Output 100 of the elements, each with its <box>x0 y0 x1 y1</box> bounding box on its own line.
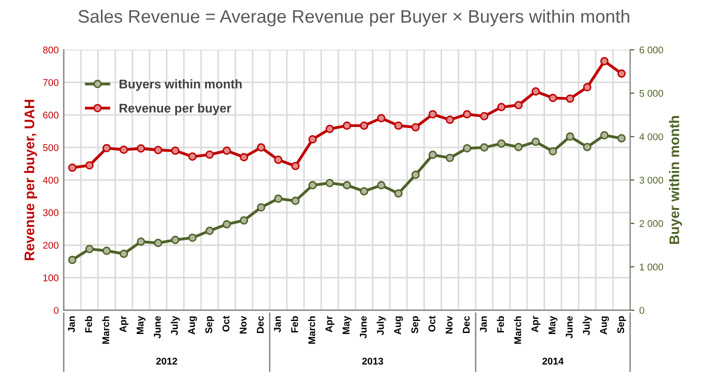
point <box>240 153 248 162</box>
point <box>256 143 266 152</box>
x-tick-label: Apr <box>326 316 334 332</box>
point <box>377 114 386 122</box>
text: 2013 <box>362 358 384 365</box>
point <box>102 246 111 255</box>
point <box>205 226 214 235</box>
point <box>120 146 128 154</box>
x-tick-label: Feb <box>496 316 504 332</box>
point <box>291 162 300 170</box>
x-tick-label: Nov <box>240 316 247 334</box>
point <box>617 134 626 143</box>
y2-tick-label: 1 000 <box>640 264 664 270</box>
text: 2012 <box>156 358 178 365</box>
point <box>154 146 162 154</box>
x-tick-label: Apr <box>532 316 540 332</box>
point <box>428 110 437 118</box>
x-tick-label: Sep <box>411 316 420 334</box>
point <box>617 69 626 78</box>
point <box>222 220 231 228</box>
point <box>188 152 197 161</box>
x-tick-label: Aug <box>188 316 197 334</box>
x-tick-label: July <box>170 316 180 336</box>
point <box>85 161 94 170</box>
point <box>68 163 76 172</box>
point <box>222 146 231 155</box>
x-tick-label: Aug <box>394 316 403 334</box>
point <box>326 178 334 188</box>
point <box>360 121 368 130</box>
point <box>583 142 592 152</box>
x-tick-label: Aug <box>600 316 609 334</box>
point <box>497 102 506 112</box>
point <box>462 110 472 118</box>
point <box>326 124 334 134</box>
x-tick-label: Sep <box>617 316 626 334</box>
y2-tick-label: 2 000 <box>640 220 664 228</box>
point <box>205 150 214 159</box>
y2-tick-label: 4 000 <box>639 133 664 140</box>
x-tick-label: Jan <box>274 316 281 332</box>
point <box>566 132 574 141</box>
y-tick-label: 0 <box>54 306 58 314</box>
x-tick-label: Dec <box>462 316 470 333</box>
point <box>600 57 609 66</box>
point <box>548 147 558 156</box>
y-tick-label: 200 <box>43 242 58 249</box>
y2-tick-label: 5 000 <box>640 90 664 97</box>
point <box>532 87 540 96</box>
x-tick-label: March <box>514 316 522 344</box>
point <box>514 142 523 152</box>
point <box>480 143 488 152</box>
point <box>342 121 352 130</box>
point <box>583 83 592 92</box>
y2-tick-label: 3 000 <box>640 176 664 184</box>
point <box>274 156 282 164</box>
x-tick-label: March <box>308 316 316 344</box>
x-tick-label: March <box>102 316 110 344</box>
x-tick-label: Nov <box>446 316 453 334</box>
x-tick-label: Feb <box>290 316 298 332</box>
y-tick-label: 300 <box>43 209 58 216</box>
point <box>171 146 180 155</box>
y-tick-label: 700 <box>43 79 58 86</box>
y2-tick-label: 0 <box>640 306 644 314</box>
point <box>377 181 386 190</box>
chart-title: Sales Revenue = Average Revenue per Buyer × Buyers within month <box>78 10 630 26</box>
x-tick-label: Apr <box>120 316 128 332</box>
point <box>240 216 248 225</box>
point <box>102 144 111 152</box>
y2-tick-label: 6 000 <box>640 46 664 54</box>
x-tick-label: Oct <box>222 316 230 332</box>
x-tick-label: Jan <box>68 316 75 332</box>
point <box>136 237 146 246</box>
y2-axis-title: Buyer within month <box>669 116 682 244</box>
point <box>566 94 574 103</box>
x-tick-label: Sep <box>205 316 214 334</box>
point <box>411 123 420 132</box>
x-tick-label: Jan <box>480 316 487 332</box>
y-tick-label: 600 <box>43 112 58 119</box>
point <box>480 112 488 120</box>
point <box>136 144 146 153</box>
point <box>85 244 94 254</box>
point <box>394 189 403 198</box>
point <box>548 94 558 102</box>
y-axis-title: Revenue per buyer, UAH <box>24 100 38 260</box>
point <box>394 121 403 130</box>
y-tick-label: 500 <box>43 144 58 152</box>
point <box>68 256 76 264</box>
point <box>308 135 317 144</box>
x-tick-label: June <box>154 316 161 338</box>
y-tick-label: 800 <box>43 46 58 54</box>
legend-label: Revenue per buyer <box>120 103 232 116</box>
x-tick-label: Feb <box>84 316 92 332</box>
x-tick-label: July <box>582 316 592 336</box>
point <box>256 203 266 212</box>
point <box>274 194 282 203</box>
point <box>342 181 352 190</box>
point <box>428 150 437 159</box>
x-tick-label: May <box>342 316 352 334</box>
point <box>154 238 162 248</box>
point <box>462 144 472 152</box>
y-tick-label: 100 <box>43 274 58 282</box>
